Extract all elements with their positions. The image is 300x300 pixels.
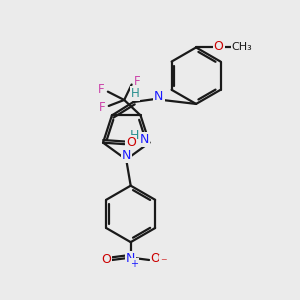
Text: N: N: [126, 252, 135, 265]
Text: F: F: [98, 83, 105, 96]
Text: H: H: [130, 129, 139, 142]
Text: O: O: [101, 254, 111, 266]
Text: CH₃: CH₃: [232, 43, 253, 52]
Text: +: +: [130, 259, 138, 269]
Text: N: N: [154, 90, 164, 103]
Text: H: H: [131, 87, 140, 100]
Text: O: O: [214, 40, 224, 53]
Text: F: F: [134, 75, 140, 88]
Text: N: N: [140, 133, 149, 146]
Text: O: O: [126, 136, 136, 149]
Text: O: O: [151, 252, 160, 265]
Text: ⁻: ⁻: [160, 256, 167, 269]
Text: N: N: [122, 149, 131, 162]
Text: F: F: [99, 101, 106, 114]
